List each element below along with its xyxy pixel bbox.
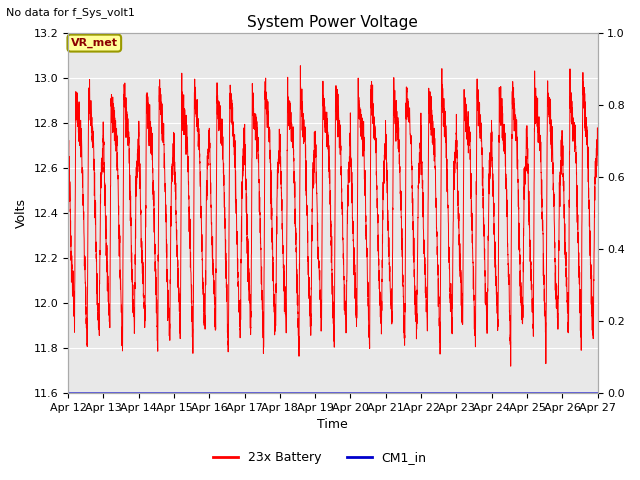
Text: VR_met: VR_met bbox=[71, 38, 118, 48]
Text: No data for f_Sys_volt1: No data for f_Sys_volt1 bbox=[6, 7, 135, 18]
Title: System Power Voltage: System Power Voltage bbox=[248, 15, 419, 30]
Legend: 23x Battery, CM1_in: 23x Battery, CM1_in bbox=[208, 446, 432, 469]
Y-axis label: Volts: Volts bbox=[15, 198, 28, 228]
X-axis label: Time: Time bbox=[317, 419, 348, 432]
